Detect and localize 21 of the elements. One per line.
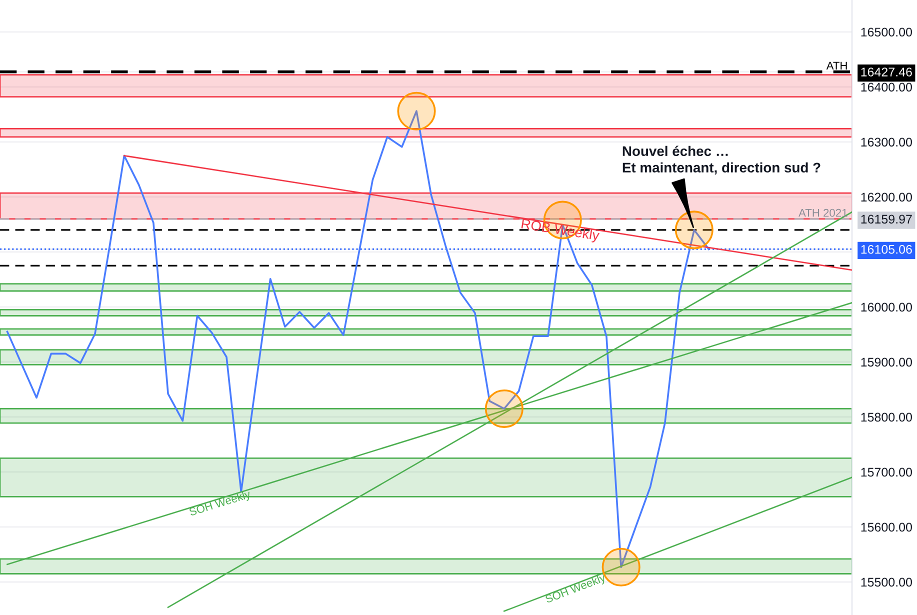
annotation: Nouvel échec … Et maintenant, direction sud ? — [622, 146, 820, 175]
y-tick-label: 16200.00 — [861, 192, 912, 202]
y-tick-label: 15800.00 — [861, 412, 912, 422]
y-tick-label: 16427.46 — [861, 68, 912, 76]
y-tick-label: 15700.00 — [861, 468, 912, 477]
y-tick-label: 15900.00 — [861, 358, 912, 367]
y-tick-label: 16500.00 — [861, 28, 912, 37]
y-tick-label: 16400.00 — [861, 82, 912, 92]
y-tick-label: 15600.00 — [861, 522, 912, 532]
text: SOH Weekly — [544, 573, 608, 606]
point — [484, 389, 524, 428]
y-tick-label: 16000.00 — [861, 302, 912, 312]
point — [674, 210, 714, 250]
point — [397, 92, 436, 130]
y-tick-label: 16159.97 — [861, 214, 912, 224]
text: ROB Weekly — [520, 218, 600, 244]
ref-line-label: ATH 2021 — [798, 208, 848, 217]
y-tick-label: 16105.06 — [861, 244, 912, 254]
y-tick-label: 16300.00 — [861, 138, 912, 147]
ref-line-label: ATH — [826, 62, 847, 70]
y-tick-label: 15500.00 — [861, 578, 912, 587]
